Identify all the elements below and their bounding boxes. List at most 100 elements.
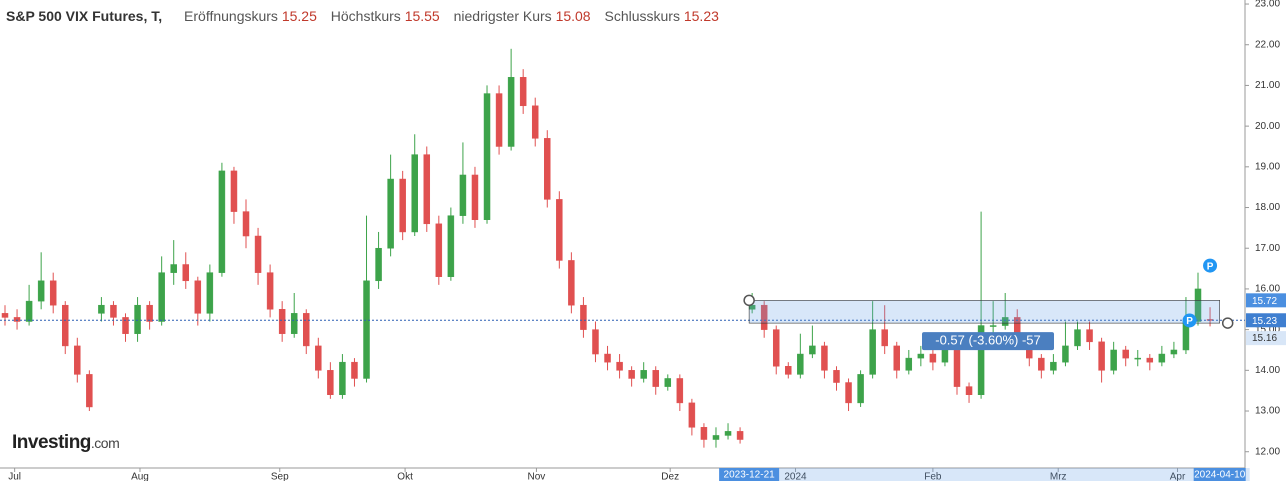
candle-body <box>339 361 346 395</box>
measure-handle <box>743 294 755 307</box>
x-tick-label: Okt <box>397 472 413 481</box>
candle-body <box>845 382 852 404</box>
y-tick-label: 19.00 <box>1255 161 1280 172</box>
candle-body <box>797 353 804 375</box>
y-tick-label: 22.00 <box>1255 39 1280 50</box>
candle-body <box>351 361 358 379</box>
candle-body <box>471 174 479 220</box>
logo-suffix: .com <box>90 435 120 451</box>
candle-body <box>98 304 105 314</box>
measure-end-label: 2024-04-10 <box>1194 470 1246 481</box>
candle-body <box>664 378 672 387</box>
measure-start-label: 2023-12-21 <box>724 470 776 481</box>
p-marker-icon: P <box>1207 261 1214 272</box>
x-tick-label: Jul <box>8 472 21 481</box>
y-tick-label: 23.00 <box>1255 0 1280 10</box>
candle-body <box>1001 317 1009 326</box>
y-tick-label: 12.00 <box>1255 446 1280 457</box>
high-value: 15.55 <box>404 8 440 24</box>
candle-body <box>507 77 515 147</box>
logo: Investing.com <box>12 432 120 454</box>
candle-body <box>254 235 262 273</box>
x-tick-label: Nov <box>528 472 546 481</box>
measure-label: -0.57 (-3.60%) -57 <box>935 333 1041 348</box>
y-tick-label: 15.00 <box>1255 324 1280 335</box>
candle-body <box>556 199 563 261</box>
candle-body <box>905 357 913 371</box>
candle-body <box>1146 357 1154 363</box>
candle-body <box>989 325 997 327</box>
y-tick-label: 13.00 <box>1255 406 1280 417</box>
y-tick-label: 17.00 <box>1255 243 1280 254</box>
measure-top-tag <box>1246 293 1286 308</box>
candle-body <box>447 215 455 277</box>
candle-body <box>170 264 177 273</box>
candle-body <box>399 178 406 233</box>
candle-body <box>724 431 732 436</box>
candle-body <box>592 329 599 355</box>
candle-body <box>821 345 828 371</box>
p-marker <box>1182 313 1197 328</box>
candle-body <box>772 329 780 367</box>
last-price-tag <box>1246 313 1286 328</box>
logo-text: Investing <box>12 432 91 453</box>
x-tick-label: Mrz <box>1050 472 1067 481</box>
candle-body <box>833 370 840 383</box>
candle-body <box>483 93 491 220</box>
candle-body <box>953 345 961 387</box>
candle-body <box>327 370 334 395</box>
candle-body <box>1170 349 1178 355</box>
candle-body <box>531 105 539 139</box>
candle-body <box>158 272 165 322</box>
open-value: 15.25 <box>281 8 317 24</box>
measure-handle <box>1221 317 1234 329</box>
low-value: 15.08 <box>555 8 591 24</box>
candle-body <box>230 170 238 212</box>
y-tick-label: 20.00 <box>1255 121 1280 132</box>
candle-body <box>1038 357 1045 371</box>
y-tick-label: 21.00 <box>1255 80 1280 91</box>
candle-body <box>929 353 937 363</box>
candle-body <box>134 304 141 334</box>
candle-body <box>580 304 587 330</box>
candle-body <box>435 223 443 277</box>
candle-body <box>700 427 708 440</box>
candle-body <box>1110 349 1117 371</box>
candle-body <box>110 304 117 318</box>
candle-body <box>857 374 864 404</box>
candle-body <box>1134 357 1142 360</box>
candle-body <box>519 77 527 107</box>
measure-end-tag <box>1193 468 1246 481</box>
candle-body <box>1158 353 1166 363</box>
candle-body <box>37 280 45 302</box>
candle-body <box>49 280 57 306</box>
candle-body <box>146 304 153 322</box>
candle-body <box>387 178 394 249</box>
candle-body <box>266 272 274 310</box>
close-value: 15.23 <box>683 8 719 24</box>
measure-top-label: 15.72 <box>1252 296 1277 307</box>
candle-body <box>74 345 81 375</box>
candle-body <box>965 386 973 395</box>
candle-body <box>194 280 202 314</box>
candle-body <box>1194 288 1202 322</box>
x-tick-label: Feb <box>924 472 942 481</box>
p-marker <box>1203 258 1218 273</box>
candle-body <box>13 317 21 322</box>
x-tick-label: Sep <box>271 472 289 481</box>
high-label: Höchstkurs <box>330 8 401 24</box>
candle-body <box>652 370 659 387</box>
candle-body <box>278 309 286 334</box>
candle-body <box>1074 329 1081 347</box>
candle-body <box>122 317 129 334</box>
measure-label-bg <box>922 332 1054 351</box>
candle-body <box>242 211 250 237</box>
candle-body <box>1086 329 1093 343</box>
candle-body <box>604 353 611 363</box>
candle-body <box>628 370 635 379</box>
y-tick-label: 16.00 <box>1255 284 1280 295</box>
y-tick-label: 14.00 <box>1255 365 1280 376</box>
y-tick-label: 18.00 <box>1255 202 1280 213</box>
measure-x-range <box>719 468 1250 481</box>
